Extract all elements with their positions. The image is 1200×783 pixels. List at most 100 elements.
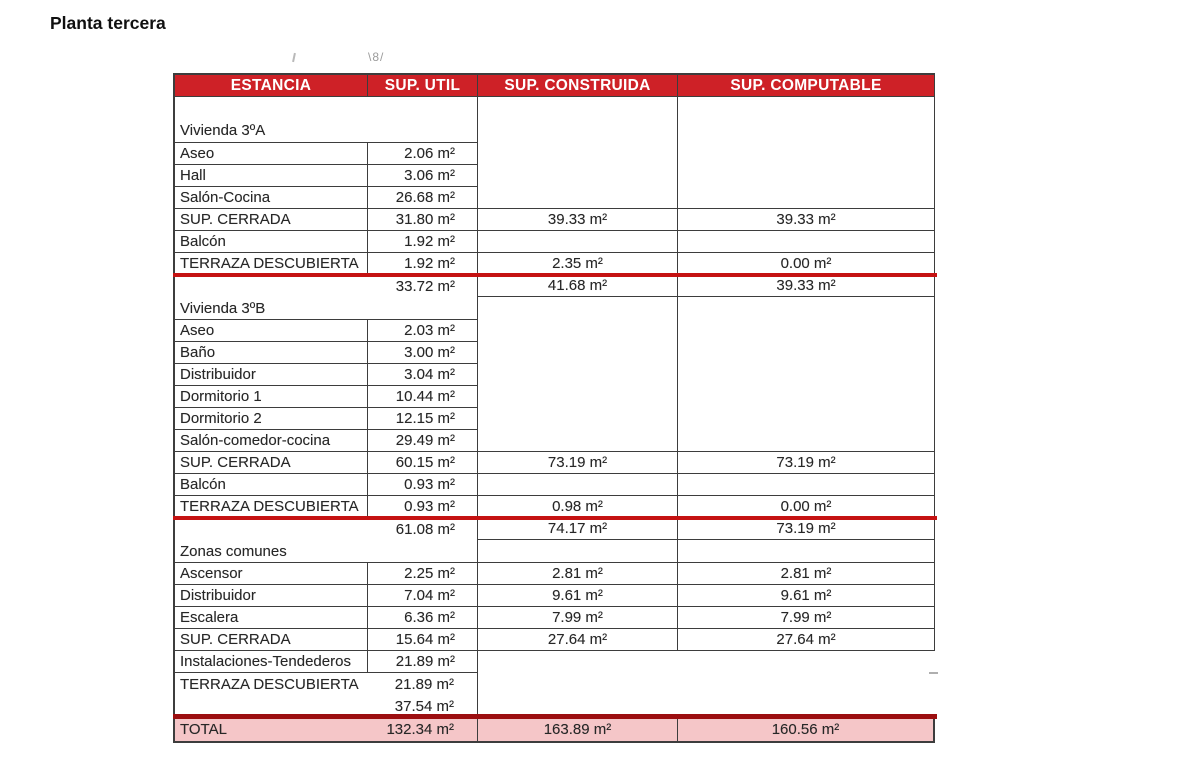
area-table: ESTANCIA SUP. UTIL SUP. CONSTRUIDA SUP. COM… — [173, 73, 937, 743]
cell-sup-construida: 74.17 m² — [478, 518, 678, 540]
cell-total-construida: 163.89 m² — [478, 717, 678, 743]
cell-estancia: Balcón — [175, 231, 368, 253]
column-header-estancia: ESTANCIA — [175, 75, 368, 97]
cell-sup-util: 60.15 m² — [368, 452, 478, 474]
table-row: Zonas comunes — [175, 540, 935, 563]
section-label: Zonas comunes — [175, 540, 478, 563]
table-row: 37.54 m² — [175, 695, 935, 717]
cell-sup-computable — [678, 474, 935, 496]
cell-estancia: Dormitorio 1 — [175, 386, 368, 408]
cell-estancia: Salón-Cocina — [175, 187, 368, 209]
cell-total-util: 132.34 m² — [386, 720, 454, 738]
cell-sup-construida: 0.98 m² — [478, 496, 678, 518]
red-divider-line — [173, 516, 937, 520]
table-row: Balcón 1.92 m² — [175, 231, 935, 253]
cell-total-computable: 160.56 m² — [678, 717, 935, 743]
table-row: TERRAZA DESCUBIERTA 0.93 m² 0.98 m² 0.00 m² — [173, 496, 937, 520]
cell-sup-computable — [678, 540, 935, 563]
table-row: Escalera 6.36 m² 7.99 m² 7.99 m² — [175, 607, 935, 629]
cell-estancia: SUP. CERRADA — [175, 629, 368, 651]
cell-estancia: Escalera — [175, 607, 368, 629]
cell-sup-util: 3.04 m² — [368, 364, 478, 386]
table-row: Ascensor 2.25 m² 2.81 m² 2.81 m² — [175, 563, 935, 585]
table-row: Aseo 2.06 m² — [175, 143, 935, 165]
cell-subtotal-util: 33.72 m² — [175, 275, 478, 297]
cell-sup-computable — [678, 297, 935, 320]
cell-estancia: Aseo — [175, 143, 368, 165]
column-header-sup-util: SUP. UTIL — [368, 75, 478, 97]
scan-artifact-dash — [929, 672, 938, 674]
cell-estancia: TERRAZA DESCUBIERTA — [175, 253, 368, 275]
cell-sup-computable — [678, 320, 935, 342]
cell-sup-construida: 7.99 m² — [478, 607, 678, 629]
cell-sup-computable — [678, 342, 935, 364]
cell-sup-computable: 9.61 m² — [678, 585, 935, 607]
cell-sup-computable — [678, 97, 935, 143]
cell-sup-computable: 27.64 m² — [678, 629, 935, 651]
cell-estancia: Hall — [175, 165, 368, 187]
cell-sup-construida — [478, 187, 678, 209]
cell-estancia: Instalaciones-Tendederos — [175, 651, 368, 673]
cell-sup-computable — [678, 386, 935, 408]
cell-subtotal-util: 61.08 m² — [175, 518, 478, 540]
cell-estancia: Dormitorio 2 — [175, 408, 368, 430]
cell-estancia: Salón-comedor-cocina — [175, 430, 368, 452]
cell-sup-util: 6.36 m² — [368, 607, 478, 629]
red-divider-line — [173, 273, 937, 277]
cell-sup-util: 31.80 m² — [368, 209, 478, 231]
cell-sup-construida — [478, 143, 678, 165]
table-row: TERRAZA DESCUBIERTA 1.92 m² 2.35 m² 0.00 m² — [173, 253, 937, 277]
section-label: Vivienda 3ºA — [175, 97, 478, 143]
cell-sup-construida — [478, 474, 678, 496]
cell-merged-estancia: 37.54 m² — [175, 695, 478, 717]
cell-estancia-label: TERRAZA DESCUBIERTA — [180, 675, 359, 693]
cell-sup-construida — [478, 430, 678, 452]
cell-sup-construida — [478, 408, 678, 430]
table-row: Distribuidor 7.04 m² 9.61 m² 9.61 m² — [175, 585, 935, 607]
scan-artifact-tick — [292, 52, 296, 63]
cell-sup-computable — [678, 187, 935, 209]
cell-sup-construida — [478, 165, 678, 187]
cell-sup-construida — [478, 320, 678, 342]
cell-sup-util: 7.04 m² — [368, 585, 478, 607]
cell-total: TOTAL 132.34 m² — [175, 717, 478, 743]
cell-estancia: Distribuidor — [175, 364, 368, 386]
table-row: TOTAL 132.34 m² 163.89 m² 160.56 m² — [173, 714, 937, 743]
table-row: Vivienda 3ºA — [175, 97, 935, 143]
table-row: TERRAZA DESCUBIERTA 21.89 m² — [175, 673, 935, 695]
cell-sup-construida: 9.61 m² — [478, 585, 678, 607]
cell-estancia: SUP. CERRADA — [175, 452, 368, 474]
table-row: SUP. CERRADA 60.15 m² 73.19 m² 73.19 m² — [175, 452, 935, 474]
cell-sup-util: 29.49 m² — [368, 430, 478, 452]
cell-sup-computable — [678, 231, 935, 253]
cell-sup-construida: 73.19 m² — [478, 452, 678, 474]
cell-sup-computable: 2.81 m² — [678, 563, 935, 585]
table-header-row: ESTANCIA SUP. UTIL SUP. CONSTRUIDA SUP. COM… — [175, 73, 935, 97]
cell-sup-construida — [478, 297, 678, 320]
cell-sup-util: 0.93 m² — [368, 496, 478, 518]
cell-sup-util: 15.64 m² — [368, 629, 478, 651]
cell-sup-computable — [678, 364, 935, 386]
cell-estancia: SUP. CERRADA — [175, 209, 368, 231]
cell-sup-util: 0.93 m² — [368, 474, 478, 496]
table-row: 33.72 m² 41.68 m² 39.33 m² — [175, 275, 935, 297]
cell-sup-construida: 41.68 m² — [478, 275, 678, 297]
cell-sup-computable — [678, 143, 935, 165]
table-row: Dormitorio 2 12.15 m² — [175, 408, 935, 430]
column-header-sup-computable: SUP. COMPUTABLE — [678, 75, 935, 97]
cell-estancia: Balcón — [175, 474, 368, 496]
cell-sup-util: 2.06 m² — [368, 143, 478, 165]
cell-sup-util: 3.06 m² — [368, 165, 478, 187]
cell-sup-construida — [478, 673, 678, 695]
cell-sup-construida — [478, 342, 678, 364]
cell-sup-computable — [678, 673, 935, 695]
cell-sup-construida — [478, 540, 678, 563]
cell-estancia: Distribuidor — [175, 585, 368, 607]
cell-sup-computable — [678, 165, 935, 187]
cell-sup-construida — [478, 364, 678, 386]
cell-sup-util: 3.00 m² — [368, 342, 478, 364]
table-row: Instalaciones-Tendederos 21.89 m² — [175, 651, 935, 673]
cell-sup-util: 10.44 m² — [368, 386, 478, 408]
table-row: Salón-comedor-cocina 29.49 m² — [175, 430, 935, 452]
cell-sup-util: 26.68 m² — [368, 187, 478, 209]
